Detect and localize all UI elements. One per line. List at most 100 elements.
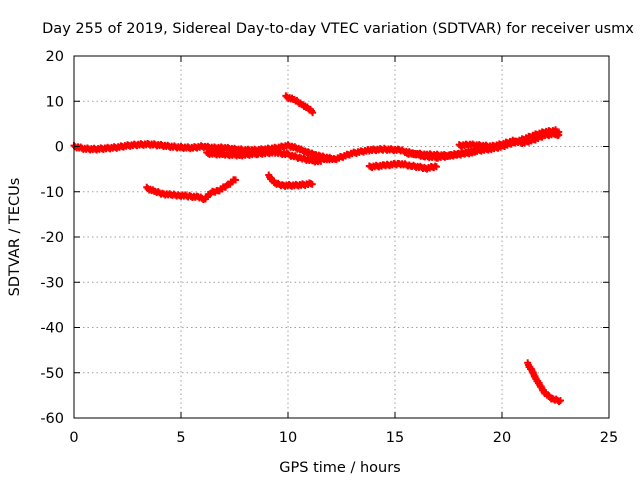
data-point (224, 183, 227, 191)
data-point (428, 164, 431, 172)
data-point (205, 148, 208, 156)
data-point (511, 136, 514, 144)
data-point (231, 178, 234, 186)
data-point (157, 188, 160, 196)
data-point (184, 191, 187, 199)
data-point (225, 181, 228, 189)
data-point (310, 107, 313, 115)
data-point (380, 162, 383, 170)
data-point (212, 149, 215, 157)
data-point (188, 191, 191, 199)
y-tick-label: -30 (40, 275, 64, 291)
y-tick-label: -10 (40, 185, 64, 201)
data-point (523, 139, 526, 147)
y-tick-label: -60 (40, 411, 64, 427)
data-points (70, 92, 564, 406)
data-point (496, 142, 499, 150)
data-point (503, 140, 506, 148)
data-point (302, 154, 305, 162)
data-point (282, 143, 285, 151)
data-point (403, 160, 406, 168)
x-tick-label: 25 (600, 430, 618, 446)
data-point (501, 141, 503, 149)
data-point (328, 153, 331, 161)
data-point (537, 131, 540, 139)
data-point (287, 141, 289, 149)
data-point (293, 143, 296, 151)
data-point (284, 92, 287, 100)
data-point (541, 133, 544, 141)
y-tick-label: -20 (40, 230, 64, 246)
data-point (419, 162, 422, 170)
data-point (484, 141, 487, 149)
data-point (554, 126, 557, 134)
data-point (218, 187, 221, 195)
data-point (319, 157, 322, 165)
data-point (471, 140, 474, 148)
data-point (301, 101, 304, 109)
series-arc-5 (282, 92, 317, 117)
data-point (310, 149, 313, 157)
data-point (341, 153, 344, 161)
data-point (494, 143, 497, 151)
y-tick-label: -50 (40, 366, 64, 382)
data-point (145, 183, 148, 191)
data-point (151, 186, 154, 194)
data-point (168, 190, 171, 198)
series-arc-8 (402, 126, 563, 160)
data-point (432, 164, 435, 172)
x-tick-label: 5 (176, 430, 185, 446)
grid (74, 56, 609, 418)
data-point (534, 136, 537, 144)
data-point (233, 144, 236, 152)
data-point (234, 176, 237, 184)
series-arc-10 (524, 359, 564, 406)
data-point (507, 139, 510, 147)
data-point (166, 141, 169, 149)
y-tick-label: 0 (55, 140, 64, 156)
axis-ticks: 0 5 10 15 20 25 -60 -50 -40 -30 -20 -10 0 10 20 (40, 49, 618, 446)
data-point (555, 395, 558, 403)
x-tick-label: 10 (279, 430, 297, 446)
data-point (311, 109, 314, 117)
data-point (240, 145, 243, 153)
data-point (412, 161, 415, 169)
data-point (526, 134, 529, 142)
data-point (530, 133, 533, 141)
data-point (547, 391, 550, 399)
data-point (335, 156, 338, 164)
data-point (559, 397, 562, 405)
data-point (309, 155, 312, 163)
data-point (309, 105, 312, 113)
data-point (277, 179, 280, 187)
series-arc-2 (143, 176, 240, 204)
data-point (226, 143, 229, 151)
data-point (548, 392, 551, 400)
data-point (537, 134, 540, 142)
y-axis-label: SDTVAR / TECUs (7, 178, 23, 297)
data-point (533, 132, 536, 140)
series-arc-7 (365, 159, 440, 173)
series-arc-3 (203, 148, 325, 166)
data-point (287, 150, 289, 158)
data-point (311, 180, 314, 188)
data-point (300, 145, 303, 153)
data-point (490, 143, 493, 151)
series-arc-4 (265, 171, 316, 190)
data-point (435, 163, 438, 171)
data-point (401, 146, 404, 154)
data-point (295, 96, 298, 104)
y-tick-label: -40 (40, 321, 64, 337)
data-point (290, 94, 293, 102)
data-point (173, 142, 176, 150)
data-point (199, 193, 202, 201)
data-point (220, 185, 223, 193)
data-point (304, 147, 307, 155)
data-point (478, 141, 481, 149)
data-point (294, 152, 297, 160)
data-point (344, 152, 347, 160)
data-point (338, 154, 341, 162)
data-point (426, 165, 429, 173)
data-point (306, 103, 309, 111)
x-tick-label: 15 (386, 430, 404, 446)
